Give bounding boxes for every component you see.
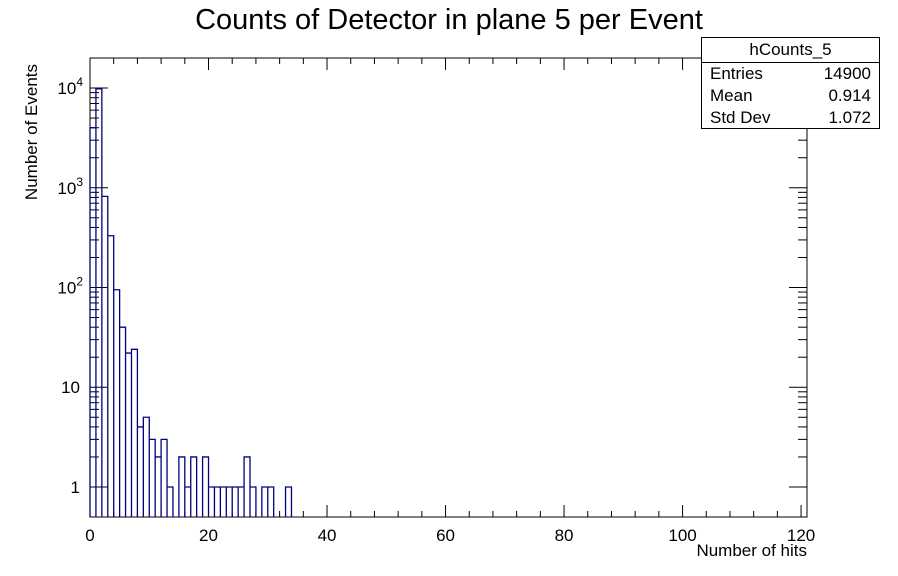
stats-entries-label: Entries: [710, 64, 763, 83]
stats-row-entries: Entries 14900: [702, 63, 879, 85]
stats-stddev-label: Std Dev: [710, 108, 771, 127]
x-tick-label: 120: [787, 526, 815, 545]
x-tick-label: 40: [318, 526, 337, 545]
x-tick-label: 0: [85, 526, 94, 545]
stats-mean-label: Mean: [710, 86, 753, 105]
axis-ticks: [89, 57, 807, 517]
y-tick-label: 10: [61, 378, 80, 397]
x-tick-label: 60: [436, 526, 455, 545]
x-tick-labels: 0 20 40 60 80 100 120: [85, 526, 815, 545]
stats-box-title: hCounts_5: [702, 38, 879, 63]
histogram-series-line: [89, 88, 293, 517]
plot-frame: [89, 57, 808, 518]
stats-row-stddev: Std Dev 1.072: [702, 107, 879, 129]
y-tick-labels: 1 10 102 103 104: [57, 75, 83, 497]
y-axis-label: Number of Events: [22, 64, 41, 200]
y-tick-label: 103: [57, 175, 83, 198]
stats-row-mean: Mean 0.914: [702, 85, 879, 107]
stats-box: hCounts_5 Entries 14900 Mean 0.914 Std D…: [701, 37, 880, 129]
stats-mean-value: 0.914: [828, 86, 871, 105]
x-axis-label: Number of hits: [696, 541, 807, 560]
y-tick-label: 1: [71, 478, 80, 497]
stats-stddev-value: 1.072: [828, 108, 871, 127]
x-tick-label: 20: [199, 526, 218, 545]
x-tick-label: 80: [555, 526, 574, 545]
x-tick-label: 100: [668, 526, 696, 545]
chart-title: Counts of Detector in plane 5 per Event: [195, 4, 703, 36]
y-tick-label: 102: [57, 275, 83, 298]
stats-entries-value: 14900: [823, 64, 871, 83]
y-tick-label: 104: [57, 75, 83, 98]
